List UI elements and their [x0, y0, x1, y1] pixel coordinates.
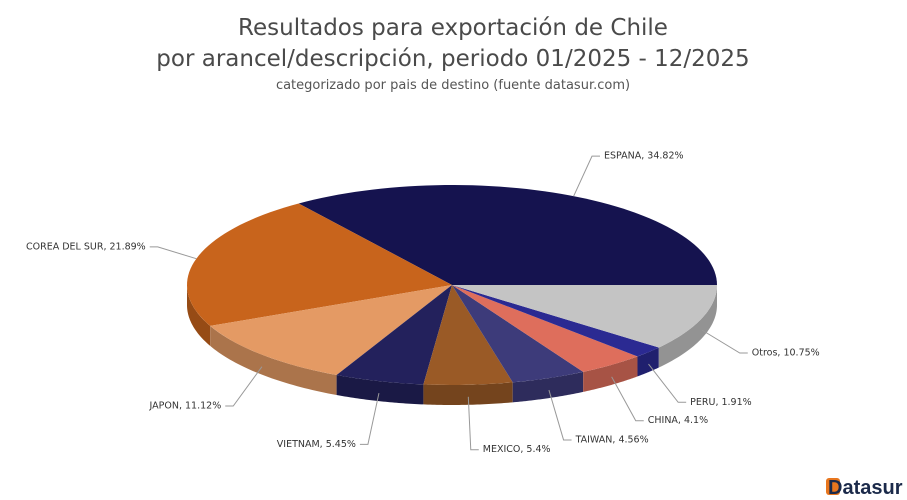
- leader-line: [611, 376, 644, 422]
- slice-side: [336, 375, 424, 405]
- slice-side: [658, 285, 717, 368]
- chart-title: por arancel/descripción, periodo 01/2025…: [156, 46, 749, 72]
- leader-line: [467, 396, 479, 451]
- data-label: Otros, 10.75%: [752, 348, 820, 359]
- slice: [210, 285, 452, 376]
- chart-subtitle: categorizado por pais de destino (fuente…: [276, 78, 630, 93]
- data-label: MEXICO, 5.4%: [483, 444, 551, 455]
- slice-side: [423, 382, 513, 405]
- leader-line: [701, 329, 748, 354]
- slice-side: [512, 371, 584, 403]
- pie: ESPANA, 34.82% COREA DEL SUR, 21.89% JAPON…: [26, 151, 820, 456]
- data-label: VIETNAM, 5.45%: [277, 439, 356, 450]
- data-label: ESPANA, 34.82%: [604, 151, 684, 162]
- leader-line: [648, 363, 687, 403]
- slice: [452, 285, 717, 348]
- leader-line: [573, 155, 601, 197]
- slice-side: [637, 347, 659, 377]
- leader-line: [359, 393, 380, 445]
- leader-line: [548, 389, 572, 441]
- slice-side: [583, 356, 638, 392]
- data-label: JAPON, 11.12%: [149, 401, 222, 412]
- data-label: COREA DEL SUR, 21.89%: [26, 241, 146, 252]
- data-label: TAIWAN, 4.56%: [575, 434, 649, 445]
- leader-line: [225, 366, 263, 407]
- chart-title: Resultados para exportación de Chile: [238, 15, 668, 41]
- logo-mark: [826, 478, 840, 495]
- slice: [336, 285, 452, 385]
- logo: Datasur: [828, 477, 903, 499]
- slice: [423, 285, 513, 385]
- data-label: PERU, 1.91%: [690, 397, 752, 408]
- slice: [187, 203, 453, 326]
- slice: [298, 185, 717, 285]
- leader-line: [149, 246, 197, 260]
- data-label: CHINA, 4.1%: [648, 415, 708, 426]
- slice-side: [187, 285, 211, 346]
- slice: [452, 285, 638, 372]
- slice: [452, 285, 584, 383]
- slice-side: [210, 325, 337, 396]
- slice: [452, 285, 659, 357]
